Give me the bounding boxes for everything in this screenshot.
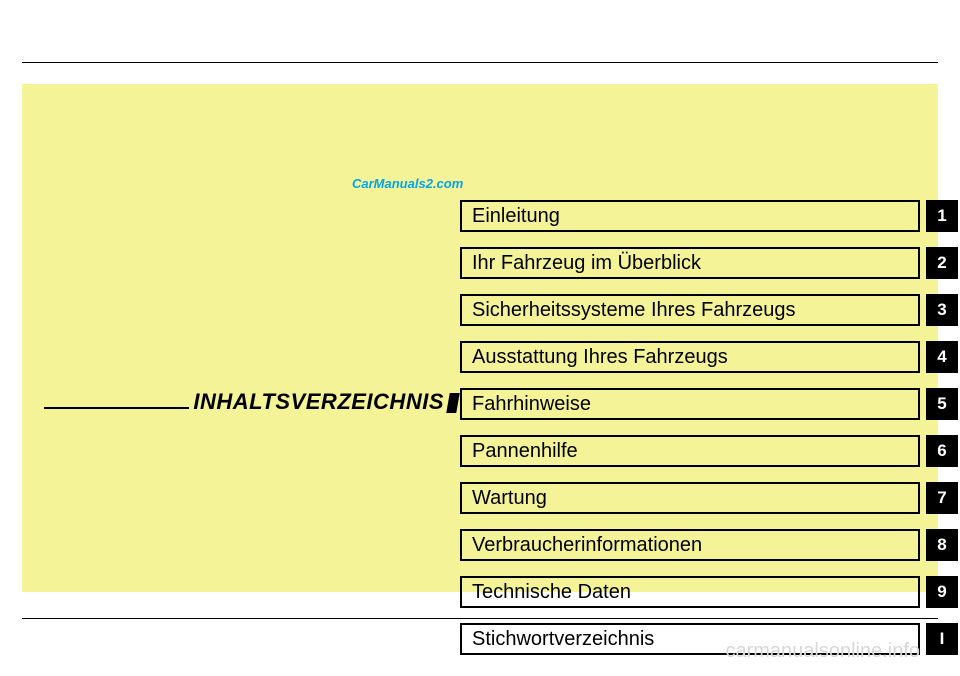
- toc-tab-6: 6: [926, 435, 958, 467]
- watermark-top: CarManuals2.com: [352, 176, 463, 191]
- toc-row: Verbraucherinformationen 8: [460, 529, 958, 561]
- toc-row: Technische Daten 9: [460, 576, 958, 608]
- toc-item-pannenhilfe: Pannenhilfe: [460, 435, 920, 467]
- content-panel: CarManuals2.com INHALTSVERZEICHNIS Einle…: [22, 84, 938, 592]
- toc-row: Ihr Fahrzeug im Überblick 2: [460, 247, 958, 279]
- page-bottom-rule: [22, 618, 938, 619]
- toc-item-fahrhinweise: Fahrhinweise: [460, 388, 920, 420]
- toc-tab-2: 2: [926, 247, 958, 279]
- toc-item-wartung: Wartung: [460, 482, 920, 514]
- toc-row: Wartung 7: [460, 482, 958, 514]
- toc-tab-index: I: [926, 623, 958, 655]
- toc-tab-8: 8: [926, 529, 958, 561]
- toc-tab-4: 4: [926, 341, 958, 373]
- toc-item-einleitung: Einleitung: [460, 200, 920, 232]
- page-top-rule: [22, 62, 938, 63]
- toc-row: Fahrhinweise 5: [460, 388, 958, 420]
- toc-tab-7: 7: [926, 482, 958, 514]
- toc-row: Ausstattung Ihres Fahrzeugs 4: [460, 341, 958, 373]
- watermark-bottom: carmanualsonline.info: [725, 640, 920, 663]
- toc-tab-5: 5: [926, 388, 958, 420]
- heading-marker-icon: [446, 393, 460, 413]
- toc-heading-area: INHALTSVERZEICHNIS: [44, 389, 458, 415]
- toc-heading: INHALTSVERZEICHNIS: [193, 389, 444, 415]
- toc-tab-1: 1: [926, 200, 958, 232]
- toc-item-sicherheit: Sicherheitssysteme Ihres Fahrzeugs: [460, 294, 920, 326]
- toc-row: Sicherheitssysteme Ihres Fahrzeugs 3: [460, 294, 958, 326]
- toc-item-technische-daten: Technische Daten: [460, 576, 920, 608]
- toc-row: Pannenhilfe 6: [460, 435, 958, 467]
- heading-rule: [44, 407, 189, 409]
- toc-row: Einleitung 1: [460, 200, 958, 232]
- toc-tab-3: 3: [926, 294, 958, 326]
- toc-list: Einleitung 1 Ihr Fahrzeug im Überblick 2…: [460, 200, 958, 670]
- toc-tab-9: 9: [926, 576, 958, 608]
- toc-item-ueberblick: Ihr Fahrzeug im Überblick: [460, 247, 920, 279]
- toc-item-ausstattung: Ausstattung Ihres Fahrzeugs: [460, 341, 920, 373]
- toc-item-verbraucher: Verbraucherinformationen: [460, 529, 920, 561]
